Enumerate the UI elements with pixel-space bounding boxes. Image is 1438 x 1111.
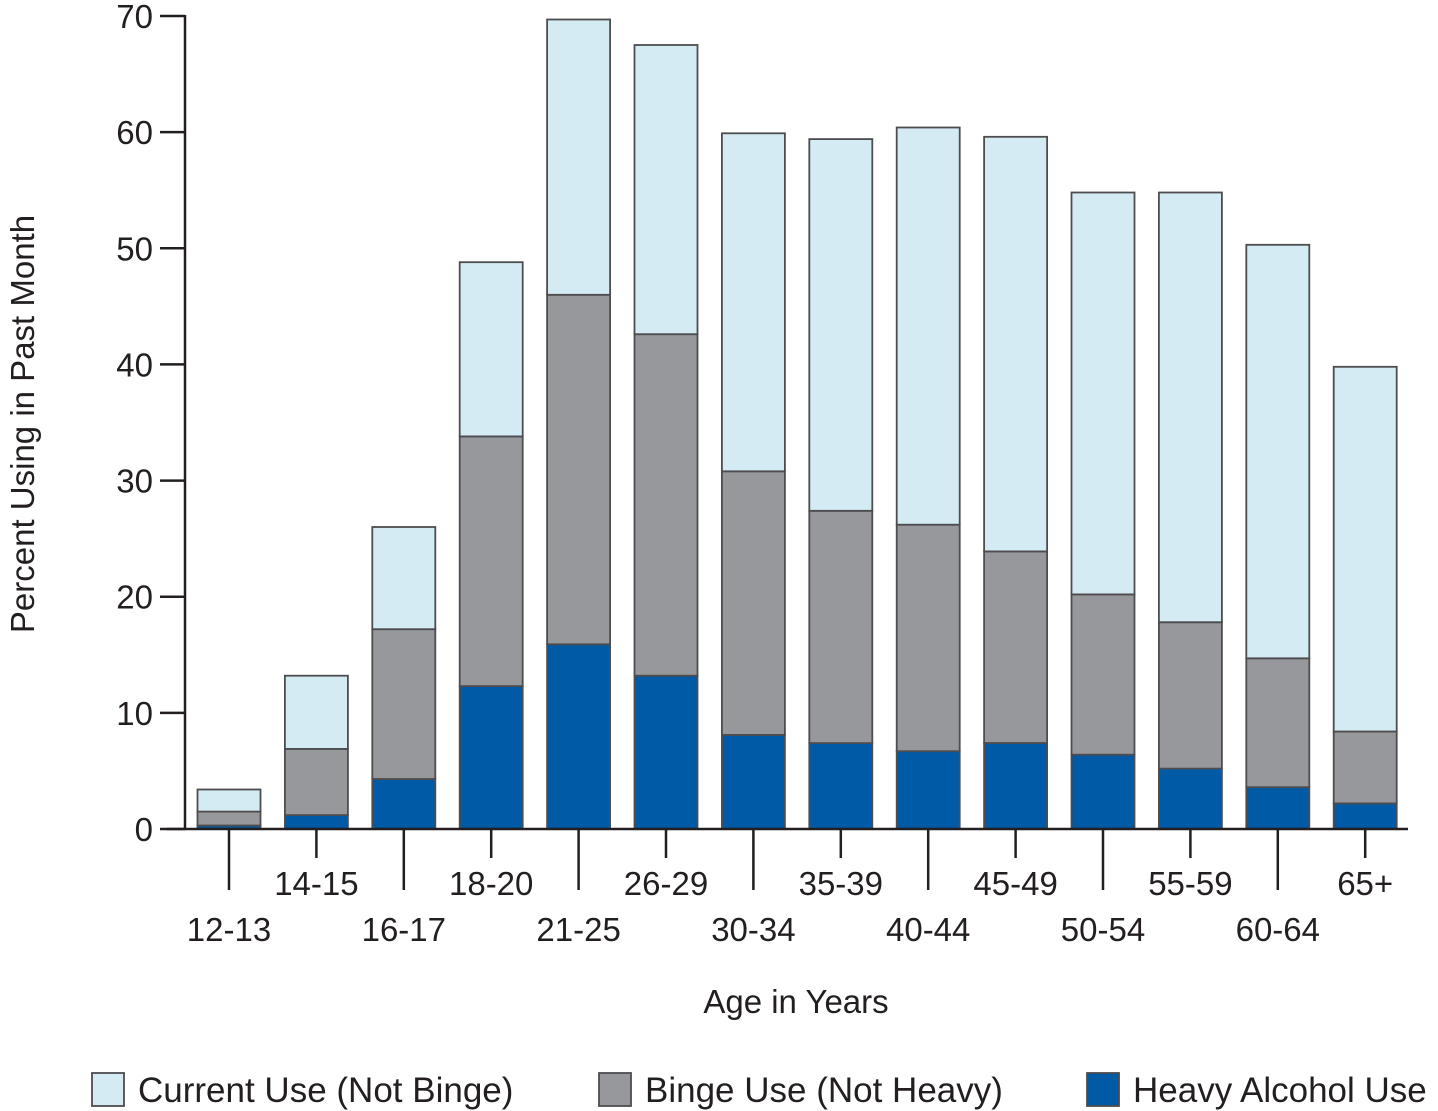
bar-segment-30-34-series-1	[721, 470, 786, 736]
bar-segment-55-59-series-1	[1158, 621, 1223, 770]
y-tick-label-20: 20	[116, 579, 153, 616]
bar-segment-60-64-series-2	[1245, 243, 1311, 660]
bar-segment-40-44-series-2	[895, 126, 961, 526]
bar-segment-14-15-series-2	[283, 674, 349, 750]
bar-segment-18-20-series-2	[458, 261, 524, 438]
y-tick-label-40: 40	[116, 346, 153, 383]
x-tick-label-14-15: 14-15	[274, 865, 358, 902]
x-tick-label-45-49: 45-49	[973, 865, 1057, 902]
bar-segment-35-39-series-2	[808, 138, 874, 512]
bar-segment-12-13-series-1	[196, 810, 262, 827]
x-tick-label-55-59: 55-59	[1148, 865, 1232, 902]
bar-segment-21-25-series-2	[546, 18, 611, 296]
bar-segment-26-29-series-0	[633, 674, 699, 830]
bar-segment-35-39-series-1	[808, 509, 874, 744]
bar-segment-12-13-series-2	[196, 788, 262, 813]
bar-segment-16-17-series-0	[371, 778, 437, 830]
x-axis: 12-1314-1516-1718-2021-2526-2930-3435-39…	[167, 827, 1408, 948]
bar-segment-18-20-series-1	[458, 435, 524, 687]
x-tick-label-60-64: 60-64	[1236, 911, 1320, 948]
bar-segment-60-64-series-0	[1245, 786, 1311, 830]
x-tick-label-65+: 65+	[1337, 865, 1393, 902]
bar-segment-65+-series-2	[1332, 365, 1398, 733]
x-tick-label-26-29: 26-29	[624, 865, 708, 902]
legend-label-2: Heavy Alcohol Use	[1133, 1071, 1427, 1110]
bars-group	[196, 18, 1398, 830]
bar-segment-45-49-series-1	[983, 550, 1048, 744]
bar-segment-14-15-series-0	[283, 814, 349, 830]
bar-segment-14-15-series-1	[283, 748, 349, 817]
bar-segment-16-17-series-2	[371, 526, 437, 631]
bar-segment-55-59-series-0	[1158, 767, 1223, 830]
x-tick-label-12-13: 12-13	[187, 911, 271, 948]
bar-segment-16-17-series-1	[371, 628, 437, 780]
x-tick-label-18-20: 18-20	[449, 865, 533, 902]
bar-segment-45-49-series-0	[983, 742, 1048, 830]
bar-segment-30-34-series-2	[721, 132, 786, 473]
y-tick-label-70: 70	[116, 0, 153, 35]
bar-segment-65+-series-0	[1332, 802, 1398, 830]
bar-segment-50-54-series-1	[1070, 593, 1136, 756]
bar-segment-26-29-series-2	[633, 44, 699, 336]
bar-segment-40-44-series-0	[895, 750, 961, 830]
legend: Current Use (Not Binge) Binge Use (Not He…	[91, 1071, 1427, 1110]
bar-segment-45-49-series-2	[983, 135, 1048, 553]
y-axis: 0 10 20 30 40 50 60 70	[116, 0, 187, 848]
legend-swatch-1	[598, 1072, 632, 1107]
x-tick-label-50-54: 50-54	[1061, 911, 1145, 948]
bar-segment-18-20-series-0	[458, 685, 524, 830]
bar-segment-40-44-series-1	[895, 523, 961, 753]
bar-segment-60-64-series-1	[1245, 657, 1311, 789]
bar-segment-21-25-series-0	[546, 643, 611, 830]
bar-segment-50-54-series-2	[1070, 191, 1136, 596]
bar-segment-55-59-series-2	[1158, 191, 1223, 624]
x-axis-title: Age in Years	[703, 983, 888, 1020]
legend-label-1: Binge Use (Not Heavy)	[645, 1071, 1003, 1110]
y-tick-label-0: 0	[135, 811, 153, 848]
legend-swatch-0	[91, 1072, 125, 1107]
bar-segment-26-29-series-1	[633, 333, 699, 677]
y-tick-label-10: 10	[116, 695, 153, 732]
x-tick-label-30-34: 30-34	[711, 911, 795, 948]
x-tick-label-16-17: 16-17	[362, 911, 446, 948]
bar-segment-21-25-series-1	[546, 293, 611, 646]
y-tick-label-30: 30	[116, 463, 153, 500]
y-tick-label-50: 50	[116, 230, 153, 267]
x-tick-label-40-44: 40-44	[886, 911, 970, 948]
y-tick-label-60: 60	[116, 114, 153, 151]
y-axis-title: Percent Using in Past Month	[4, 215, 41, 633]
bar-segment-30-34-series-0	[721, 734, 786, 830]
legend-label-0: Current Use (Not Binge)	[138, 1071, 513, 1110]
legend-swatch-2	[1086, 1072, 1120, 1107]
x-tick-label-35-39: 35-39	[799, 865, 883, 902]
bar-segment-35-39-series-0	[808, 742, 874, 830]
bar-segment-65+-series-1	[1332, 730, 1398, 805]
bar-segment-50-54-series-0	[1070, 753, 1136, 830]
x-tick-label-21-25: 21-25	[536, 911, 620, 948]
